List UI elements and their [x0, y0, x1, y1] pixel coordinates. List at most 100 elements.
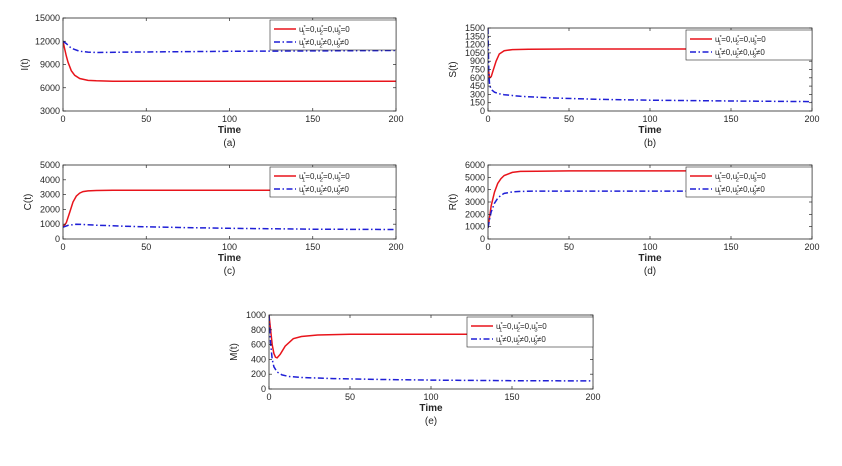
x-tick-label: 100 — [642, 114, 657, 124]
x-tick-label: 50 — [564, 242, 574, 252]
panel-caption: (d) — [644, 266, 656, 277]
y-tick-label: 1350 — [465, 31, 485, 41]
y-tick-label: 3000 — [40, 106, 60, 116]
series-line-1 — [63, 223, 396, 231]
chart-panel-2: 0 50 100 150 200010002000300040005000TimeC(t… — [23, 160, 404, 277]
x-tick-label: 100 — [642, 242, 657, 252]
y-tick-label: 1000 — [465, 222, 485, 232]
x-tick-label: 200 — [388, 114, 403, 124]
panel-caption: (a) — [223, 138, 235, 149]
x-tick-label: 150 — [723, 242, 738, 252]
x-tick-label: 100 — [222, 242, 237, 252]
y-tick-label: 0 — [480, 106, 485, 116]
y-tick-label: 4000 — [465, 185, 485, 195]
x-tick-label: 150 — [305, 242, 320, 252]
x-tick-label: 150 — [504, 392, 519, 402]
series-line-0 — [269, 315, 593, 359]
legend-label-0: u* 1=0,u* 2=0,u* 3=0 — [715, 35, 766, 47]
legend-label-1: u* 1≠0,u* 2≠0,u* 3≠0 — [715, 185, 765, 197]
x-tick-label: 200 — [804, 242, 819, 252]
x-axis-label: Time — [638, 125, 662, 136]
y-tick-label: 3000 — [465, 197, 485, 207]
y-tick-label: 6000 — [465, 160, 485, 170]
y-tick-label: 3000 — [40, 190, 60, 200]
legend-label-0: u* 1=0,u* 2=0,u* 3=0 — [496, 322, 547, 334]
series-line-1 — [488, 28, 812, 103]
chart-panel-4: 0 50 100 150 200 0 200 400 600 800 1000 Time M(t) (e)… — [229, 310, 601, 427]
legend-label-0: u* 1=0,u* 2=0,u* 3=0 — [299, 172, 350, 184]
x-tick-label: 50 — [141, 242, 151, 252]
x-tick-label: 0 — [60, 114, 65, 124]
y-tick-label: 1000 — [246, 310, 266, 320]
legend-label-1: u* 1≠0,u* 2≠0,u* 3≠0 — [715, 48, 765, 60]
y-tick-label: 0 — [480, 234, 485, 244]
chart-panel-1: 0 50 100 150 2000150300450600750900105012001… — [448, 23, 820, 149]
x-tick-label: 100 — [222, 114, 237, 124]
legend: u* 1=0,u* 2=0,u* 3=0u* 1≠0,u* 2≠0,u* 3≠0 — [466, 316, 594, 348]
x-tick-label: 50 — [141, 114, 151, 124]
legend: u* 1=0,u* 2=0,u* 3=0u* 1≠0,u* 2≠0,u* 3≠0 — [269, 19, 397, 51]
x-tick-label: 200 — [585, 392, 600, 402]
y-tick-label: 800 — [251, 325, 266, 335]
y-axis-label: C(t) — [23, 194, 34, 211]
legend-label-1: u* 1≠0,u* 2≠0,u* 3≠0 — [299, 185, 349, 197]
y-axis-label: M(t) — [229, 343, 240, 361]
series-line-1 — [488, 188, 812, 229]
x-axis-label: Time — [638, 253, 662, 264]
y-tick-label: 4000 — [40, 175, 60, 185]
legend-label-1: u* 1≠0,u* 2≠0,u* 3≠0 — [299, 38, 349, 50]
y-tick-label: 200 — [251, 369, 266, 379]
x-tick-label: 0 — [485, 114, 490, 124]
series-line-1 — [63, 40, 396, 54]
series-line-1 — [269, 315, 593, 382]
y-tick-label: 900 — [470, 56, 485, 66]
x-axis-label: Time — [218, 125, 242, 136]
y-tick-label: 1000 — [40, 219, 60, 229]
panel-caption: (e) — [425, 416, 437, 427]
y-tick-label: 5000 — [465, 172, 485, 182]
y-tick-label: 600 — [251, 340, 266, 350]
y-axis-label: I(t) — [20, 58, 31, 70]
x-tick-label: 50 — [564, 114, 574, 124]
legend: u* 1=0,u* 2=0,u* 3=0u* 1≠0,u* 2≠0,u* 3≠0 — [269, 166, 397, 198]
x-tick-label: 50 — [345, 392, 355, 402]
y-tick-label: 1500 — [465, 23, 485, 33]
legend-label-0: u* 1=0,u* 2=0,u* 3=0 — [715, 172, 766, 184]
y-tick-label: 750 — [470, 65, 485, 75]
y-tick-label: 9000 — [40, 60, 60, 70]
y-tick-label: 2000 — [40, 204, 60, 214]
x-tick-label: 200 — [804, 114, 819, 124]
y-tick-label: 15000 — [35, 13, 60, 23]
chart-panel-3: 0 50 100 150 2000100020003000400050006000Tim… — [448, 160, 820, 277]
x-tick-label: 200 — [388, 242, 403, 252]
panel-caption: (c) — [224, 266, 236, 277]
series-line-0 — [488, 48, 812, 80]
y-tick-label: 12000 — [35, 36, 60, 46]
y-tick-label: 5000 — [40, 160, 60, 170]
y-tick-label: 1050 — [465, 48, 485, 58]
x-tick-label: 0 — [485, 242, 490, 252]
y-axis-label: S(t) — [448, 61, 459, 77]
x-tick-label: 150 — [305, 114, 320, 124]
x-axis-label: Time — [419, 403, 443, 414]
y-tick-label: 1200 — [465, 40, 485, 50]
y-tick-label: 2000 — [465, 209, 485, 219]
y-tick-label: 0 — [55, 234, 60, 244]
y-tick-label: 150 — [470, 98, 485, 108]
series-line-0 — [488, 170, 812, 229]
legend: u* 1=0,u* 2=0,u* 3=0u* 1≠0,u* 2≠0,u* 3≠0 — [685, 166, 813, 198]
y-tick-label: 6000 — [40, 83, 60, 93]
legend-label-0: u* 1=0,u* 2=0,u* 3=0 — [299, 25, 350, 37]
legend: u* 1=0,u* 2=0,u* 3=0u* 1≠0,u* 2≠0,u* 3≠0 — [685, 29, 813, 61]
x-axis-label: Time — [218, 253, 242, 264]
x-tick-label: 150 — [723, 114, 738, 124]
y-tick-label: 0 — [261, 384, 266, 394]
y-tick-label: 400 — [251, 354, 266, 364]
y-axis-label: R(t) — [448, 194, 459, 211]
y-tick-label: 600 — [470, 73, 485, 83]
x-tick-label: 0 — [60, 242, 65, 252]
series-line-0 — [63, 189, 396, 228]
legend-label-1: u* 1≠0,u* 2≠0,u* 3≠0 — [496, 335, 546, 347]
panel-caption: (b) — [644, 138, 656, 149]
